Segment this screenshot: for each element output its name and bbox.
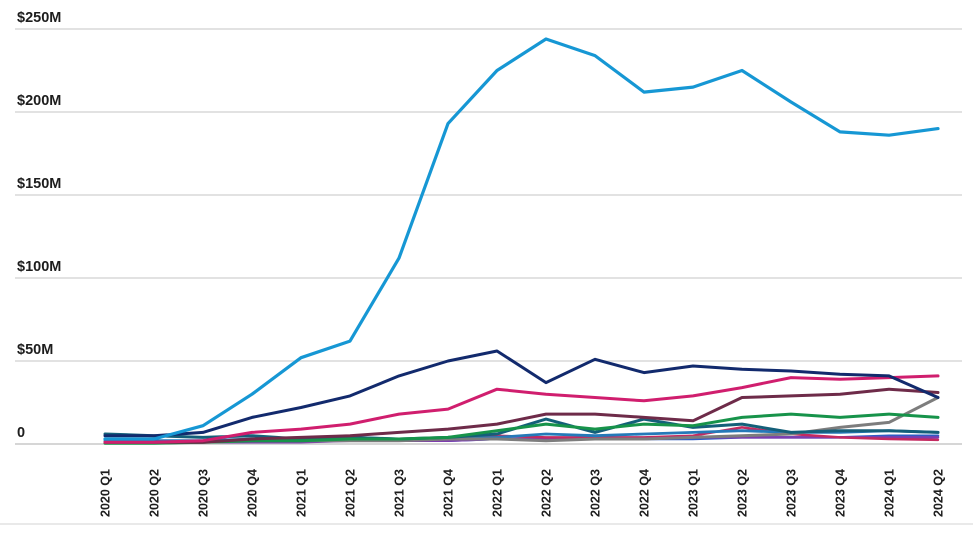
x-axis-tick-label: 2020 Q4 <box>246 469 260 517</box>
x-axis-tick-label: 2023 Q2 <box>736 469 750 517</box>
x-axis-tick-label: 2023 Q4 <box>834 469 848 517</box>
x-axis-tick-label: 2020 Q3 <box>197 469 211 517</box>
x-axis-tick-label: 2022 Q1 <box>491 469 505 517</box>
pink-line <box>103 374 940 444</box>
cyan-line <box>103 37 940 441</box>
y-axis-tick-label: $150M <box>17 176 61 192</box>
maroon-line <box>103 387 940 444</box>
y-axis-tick-label: $200M <box>17 93 61 109</box>
x-axis-tick-label: 2022 Q3 <box>589 469 603 517</box>
x-axis-tick-label: 2021 Q4 <box>442 469 456 517</box>
x-axis-tick-label: 2023 Q3 <box>785 469 799 517</box>
x-axis-tick-label: 2020 Q2 <box>148 469 162 517</box>
x-axis-tick-label: 2021 Q1 <box>295 469 309 517</box>
x-axis-tick-label: 2024 Q1 <box>883 469 897 517</box>
x-axis-tick-label: 2022 Q2 <box>540 469 554 517</box>
x-axis-tick-label: 2021 Q3 <box>393 469 407 517</box>
x-axis-tick-label: 2022 Q4 <box>638 469 652 517</box>
y-axis-tick-label: $100M <box>17 259 61 275</box>
y-axis-tick-label: $250M <box>17 10 61 26</box>
navy-line <box>103 349 940 438</box>
y-axis-tick-label: 0 <box>17 425 25 441</box>
y-axis-tick-label: $50M <box>17 342 53 358</box>
x-axis-tick-label: 2021 Q2 <box>344 469 358 517</box>
x-axis-tick-label: 2020 Q1 <box>99 469 113 517</box>
x-axis-tick-label: 2024 Q2 <box>932 469 946 517</box>
x-axis-tick-label: 2023 Q1 <box>687 469 701 517</box>
